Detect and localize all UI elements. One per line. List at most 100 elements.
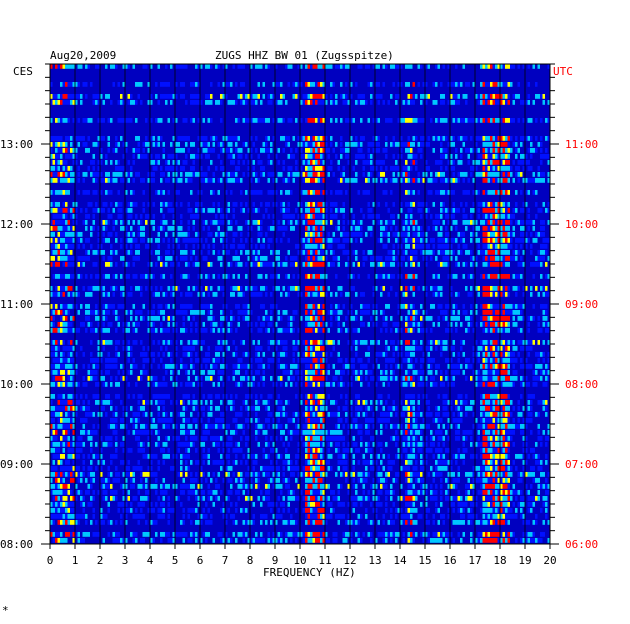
spectrogram-cell [390,118,393,123]
spectrogram-cell [415,340,418,345]
spectrogram-cell [170,142,173,147]
spectrogram-cell [392,64,395,69]
spectrogram-cell [515,244,518,249]
spectrogram-cell [97,238,100,243]
spectrogram-cell [505,154,508,159]
spectrogram-cell [72,160,75,165]
spectrogram-cell [497,382,500,387]
spectrogram-cell [502,316,505,321]
spectrogram-cell [407,226,410,231]
spectrogram-cell [432,304,435,309]
spectrogram-cell [127,178,130,183]
spectrogram-cell [122,220,125,225]
spectrogram-cell [197,82,200,87]
spectrogram-cell [352,166,355,171]
spectrogram-cell [72,118,75,123]
spectrogram-cell [57,178,60,183]
spectrogram-cell [82,262,85,267]
spectrogram-cell [210,304,213,309]
spectrogram-cell [142,352,145,357]
spectrogram-cell [190,310,193,315]
spectrogram-cell [335,214,338,219]
spectrogram-cell [432,274,435,279]
spectrogram-cell [395,346,398,351]
spectrogram-cell [190,82,193,87]
spectrogram-cell [207,142,210,147]
spectrogram-cell [130,190,133,195]
spectrogram-cell [165,220,168,225]
spectrogram-cell [195,340,198,345]
spectrogram-cell [320,160,323,165]
spectrogram-cell [510,244,513,249]
spectrogram-cell [452,166,455,171]
spectrogram-cell [77,82,80,87]
spectrogram-cell [420,178,423,183]
spectrogram-cell [312,226,315,231]
spectrogram-cell [292,256,295,261]
spectrogram-cell [310,82,313,87]
spectrogram-cell [237,358,240,363]
spectrogram-cell [117,142,120,147]
spectrogram-cell [502,250,505,255]
spectrogram-cell [425,166,428,171]
spectrogram-cell [485,118,488,123]
spectrogram-cell [457,352,460,357]
spectrogram-cell [447,220,450,225]
spectrogram-cell [140,376,143,381]
spectrogram-cell [142,190,145,195]
spectrogram-cell [307,142,310,147]
spectrogram-cell [412,394,415,399]
spectrogram-cell [72,226,75,231]
spectrogram-cell [487,262,490,267]
spectrogram-cell [300,82,303,87]
spectrogram-cell [252,340,255,345]
spectrogram-cell [415,250,418,255]
spectrogram-cell [140,352,143,357]
spectrogram-cell [500,202,503,207]
spectrogram-cell [392,370,395,375]
spectrogram-cell [75,160,78,165]
spectrogram-cell [307,232,310,237]
spectrogram-cell [180,256,183,261]
spectrogram-cell [62,358,65,363]
spectrogram-cell [497,346,500,351]
spectrogram-cell [325,376,328,381]
spectrogram-cell [442,244,445,249]
spectrogram-cell [470,214,473,219]
spectrogram-cell [442,190,445,195]
spectrogram-cell [140,274,143,279]
spectrogram-cell [437,322,440,327]
spectrogram-cell [112,172,115,177]
spectrogram-cell [270,376,273,381]
spectrogram-cell [287,142,290,147]
spectrogram-cell [487,226,490,231]
spectrogram-cell [62,316,65,321]
spectrogram-cell [155,250,158,255]
spectrogram-cell [302,136,305,141]
spectrogram-cell [430,256,433,261]
spectrogram-cell [67,220,70,225]
spectrogram-cell [232,364,235,369]
spectrogram-cell [490,370,493,375]
spectrogram-cell [227,148,230,153]
spectrogram-cell [65,160,68,165]
spectrogram-cell [360,382,363,387]
spectrogram-cell [237,160,240,165]
spectrogram-cell [307,256,310,261]
spectrogram-cell [340,178,343,183]
spectrogram-cell [115,364,118,369]
spectrogram-cell [182,166,185,171]
spectrogram-cell [272,94,275,99]
spectrogram-cell [192,82,195,87]
spectrogram-cell [455,148,458,153]
spectrogram-cell [280,238,283,243]
spectrogram-cell [410,394,413,399]
spectrogram-cell [90,160,93,165]
spectrogram-cell [55,64,58,69]
spectrogram-cell [285,340,288,345]
spectrogram-cell [187,376,190,381]
spectrogram-cell [125,190,128,195]
spectrogram-cell [517,274,520,279]
spectrogram-cell [310,118,313,123]
spectrogram-cell [435,220,438,225]
